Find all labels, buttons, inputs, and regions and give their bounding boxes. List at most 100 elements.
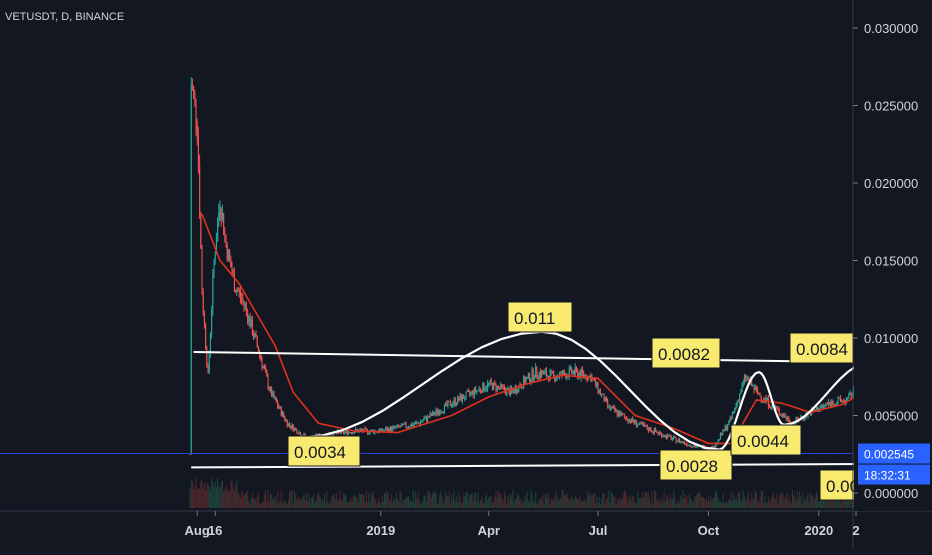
candle-body bbox=[717, 439, 719, 443]
candle-body bbox=[741, 384, 743, 392]
candle-body bbox=[244, 304, 246, 306]
volume-bar bbox=[535, 492, 537, 508]
volume-bar bbox=[826, 502, 828, 508]
volume-bar bbox=[465, 491, 467, 508]
volume-bar bbox=[305, 491, 307, 508]
candle-body bbox=[674, 436, 676, 438]
candle-body bbox=[476, 390, 478, 392]
candle-body bbox=[470, 392, 472, 394]
candle-body bbox=[815, 407, 817, 411]
volume-bar bbox=[736, 501, 738, 508]
volume-bar bbox=[633, 497, 635, 508]
volume-bar bbox=[741, 499, 743, 508]
candle-body bbox=[538, 372, 540, 378]
volume-bar bbox=[427, 491, 429, 508]
volume-bar bbox=[344, 493, 346, 508]
volume-bar bbox=[776, 492, 778, 508]
volume-bar bbox=[790, 503, 792, 508]
volume-bar bbox=[623, 490, 625, 508]
candle-body bbox=[523, 377, 525, 389]
volume-bar bbox=[280, 490, 282, 508]
volume-bar bbox=[727, 503, 729, 508]
candle-body bbox=[686, 443, 688, 446]
volume-bar bbox=[327, 501, 329, 508]
price-axis-labels: 0.030000 0.025000 0.020000 0.015000 0.010000… bbox=[853, 21, 918, 501]
volume-bar bbox=[325, 502, 327, 508]
candle-body bbox=[573, 371, 575, 375]
volume-bar bbox=[765, 503, 767, 508]
candle-body bbox=[555, 378, 557, 382]
volume-bar bbox=[778, 496, 780, 508]
candle-body bbox=[739, 394, 741, 402]
candle-body bbox=[819, 407, 821, 411]
volume-bar bbox=[418, 499, 420, 508]
volume-bar bbox=[742, 490, 744, 508]
volume-bar bbox=[841, 499, 843, 508]
candle-body bbox=[835, 404, 837, 407]
volume-bar bbox=[628, 497, 630, 508]
candle-body bbox=[200, 214, 202, 248]
volume-bar bbox=[213, 486, 215, 508]
price-axis[interactable] bbox=[854, 0, 932, 511]
candle-body bbox=[465, 391, 467, 399]
candle-body bbox=[463, 394, 465, 399]
volume-bar bbox=[269, 494, 271, 508]
candle-body bbox=[525, 379, 527, 384]
volume-bar bbox=[601, 499, 603, 508]
volume-bar bbox=[256, 496, 258, 508]
candle-body bbox=[850, 393, 852, 398]
volume-bar bbox=[316, 494, 318, 508]
volume-bar bbox=[737, 491, 739, 508]
annotation-label: 0.0034 bbox=[294, 443, 346, 462]
volume-bar bbox=[749, 502, 751, 508]
candle-body bbox=[669, 435, 671, 437]
volume-bar bbox=[448, 490, 450, 508]
volume-bar bbox=[343, 492, 345, 508]
volume-bar bbox=[283, 499, 285, 508]
volume-bar bbox=[532, 501, 534, 508]
volume-bar bbox=[383, 493, 385, 508]
time-tick-label: Aug bbox=[185, 523, 210, 538]
candle-body bbox=[583, 372, 585, 377]
candle-body bbox=[533, 377, 535, 380]
volume-bar bbox=[416, 499, 418, 508]
candle-body bbox=[497, 385, 499, 388]
candle-body bbox=[352, 432, 354, 434]
candle-body bbox=[651, 431, 653, 433]
volume-bar bbox=[597, 501, 599, 508]
candle-body bbox=[566, 375, 568, 379]
candle-body bbox=[722, 429, 724, 435]
volume-bar bbox=[369, 502, 371, 508]
candle-body bbox=[225, 234, 227, 246]
candle-body bbox=[455, 403, 457, 405]
candle-body bbox=[601, 394, 603, 396]
volume-bar bbox=[346, 502, 348, 508]
candle-body bbox=[346, 430, 348, 435]
volume-bar bbox=[388, 499, 390, 508]
trendline bbox=[191, 462, 891, 469]
volume-bar bbox=[509, 493, 511, 508]
volume-bar bbox=[219, 488, 221, 508]
candle-body bbox=[219, 208, 221, 213]
volume-bar bbox=[196, 489, 198, 508]
candle-body bbox=[215, 241, 217, 255]
volume-bar bbox=[680, 495, 682, 508]
volume-bar bbox=[525, 499, 527, 508]
candle-body bbox=[829, 401, 831, 403]
candle-body bbox=[415, 422, 417, 425]
volume-bar bbox=[567, 498, 569, 508]
candle-body bbox=[271, 388, 273, 397]
candle-body bbox=[223, 213, 225, 235]
volume-bar bbox=[675, 503, 677, 508]
volume-bar bbox=[711, 499, 713, 508]
candle-body bbox=[649, 427, 651, 431]
candle-body bbox=[417, 422, 419, 424]
candle-body bbox=[193, 86, 195, 93]
volume-bar bbox=[338, 499, 340, 508]
volume-bar bbox=[374, 499, 376, 508]
volume-bar bbox=[274, 496, 276, 508]
volume-bar bbox=[604, 503, 606, 508]
volume-bar bbox=[482, 501, 484, 508]
candle-body bbox=[569, 367, 571, 369]
